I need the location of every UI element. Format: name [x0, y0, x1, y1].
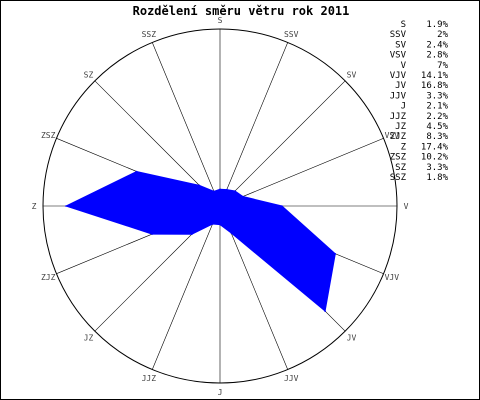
legend-direction-vsv: VSV [390, 51, 407, 61]
data-point-s [219, 188, 221, 190]
data-point-jz [191, 233, 193, 235]
direction-label-sz: SZ [84, 71, 94, 80]
data-point-zsz [135, 170, 138, 173]
legend-direction-jv: JV [395, 81, 406, 91]
direction-label-j: J [218, 388, 223, 397]
data-point-jjz [211, 223, 214, 225]
legend-value-vsv: 2.8% [426, 51, 448, 61]
legend-direction-jjz: JJZ [390, 112, 407, 122]
legend-direction-sz: SZ [395, 163, 406, 173]
legend-value-v: 7% [437, 61, 448, 71]
legend-direction-ssv: SSV [390, 30, 407, 40]
axis-line-jjz [152, 205, 221, 370]
legend-value-ssz: 1.8% [426, 173, 448, 183]
data-point-j [219, 223, 221, 226]
legend-direction-vjv: VJV [390, 71, 407, 81]
legend-value-sv: 2.4% [426, 40, 448, 50]
data-point-zjz [151, 233, 153, 235]
legend-direction-zjz: ZJZ [390, 132, 407, 142]
data-point-ssz [213, 190, 215, 193]
direction-label-vjv: VJV [385, 273, 400, 282]
direction-label-jz: JZ [84, 334, 94, 343]
direction-label-v: V [404, 202, 409, 211]
direction-label-jjz: JJZ [142, 374, 157, 383]
legend: S 1.9% SSV 2% SV 2.4% VSV 2.8% V 7% VJV 14.1% JV 16.8… [390, 20, 449, 183]
direction-label-s: S [218, 16, 223, 25]
legend-value-ssv: 2% [437, 30, 448, 40]
axis-line-ssz [152, 42, 221, 207]
legend-value-zjz: 8.3% [426, 132, 448, 142]
data-point-vsv [242, 195, 244, 198]
legend-direction-j: J [401, 102, 406, 112]
data-point-v [281, 205, 283, 207]
direction-label-vsv: VSV [385, 131, 400, 140]
legend-value-jjz: 2.2% [426, 112, 448, 122]
axis-line-sv [219, 80, 346, 207]
direction-label-ssv: SSV [284, 30, 299, 39]
data-point-jv [324, 310, 326, 312]
series-layer [64, 170, 337, 313]
legend-direction-z: Z [401, 142, 407, 152]
data-point-ssv [226, 188, 228, 191]
legend-direction-sv: SV [395, 40, 406, 50]
direction-label-jv: JV [347, 334, 357, 343]
legend-direction-jjv: JJV [390, 91, 407, 101]
legend-direction-s: S [401, 20, 406, 30]
legend-direction-jz: JZ [395, 122, 406, 132]
outer-circle [42, 28, 398, 384]
series-area-0 [64, 170, 336, 313]
legend-direction-ssz: SSZ [390, 173, 407, 183]
legend-value-zsz: 10.2% [421, 153, 449, 163]
direction-label-zjz: ZJZ [41, 273, 56, 282]
direction-label-ssz: SSZ [142, 30, 157, 39]
legend-value-j: 2.1% [426, 102, 448, 112]
legend-direction-v: V [401, 61, 407, 71]
legend-value-vjv: 14.1% [421, 71, 449, 81]
data-point-z [65, 205, 67, 207]
legend-value-s: 1.9% [426, 20, 448, 30]
legend-value-sz: 3.3% [426, 163, 448, 173]
direction-label-z: Z [32, 202, 37, 211]
data-point-sz [198, 184, 201, 187]
data-point-jjv [230, 232, 232, 234]
legend-value-jz: 4.5% [426, 122, 448, 132]
axis-line-ssv [219, 42, 288, 207]
axis-line-vsv [219, 138, 384, 207]
legend-value-jjv: 3.3% [426, 91, 448, 101]
legend-value-z: 17.4% [421, 142, 449, 152]
legend-value-jv: 16.8% [421, 81, 449, 91]
direction-label-sv: SV [347, 71, 357, 80]
data-point-sv [234, 190, 236, 192]
direction-label-zsz: ZSZ [41, 131, 56, 140]
data-point-vjv [334, 253, 337, 255]
legend-direction-zsz: ZSZ [390, 153, 407, 163]
direction-label-jjv: JJV [284, 374, 299, 383]
chart-title: Rozdělení směru větru rok 2011 [133, 4, 350, 18]
